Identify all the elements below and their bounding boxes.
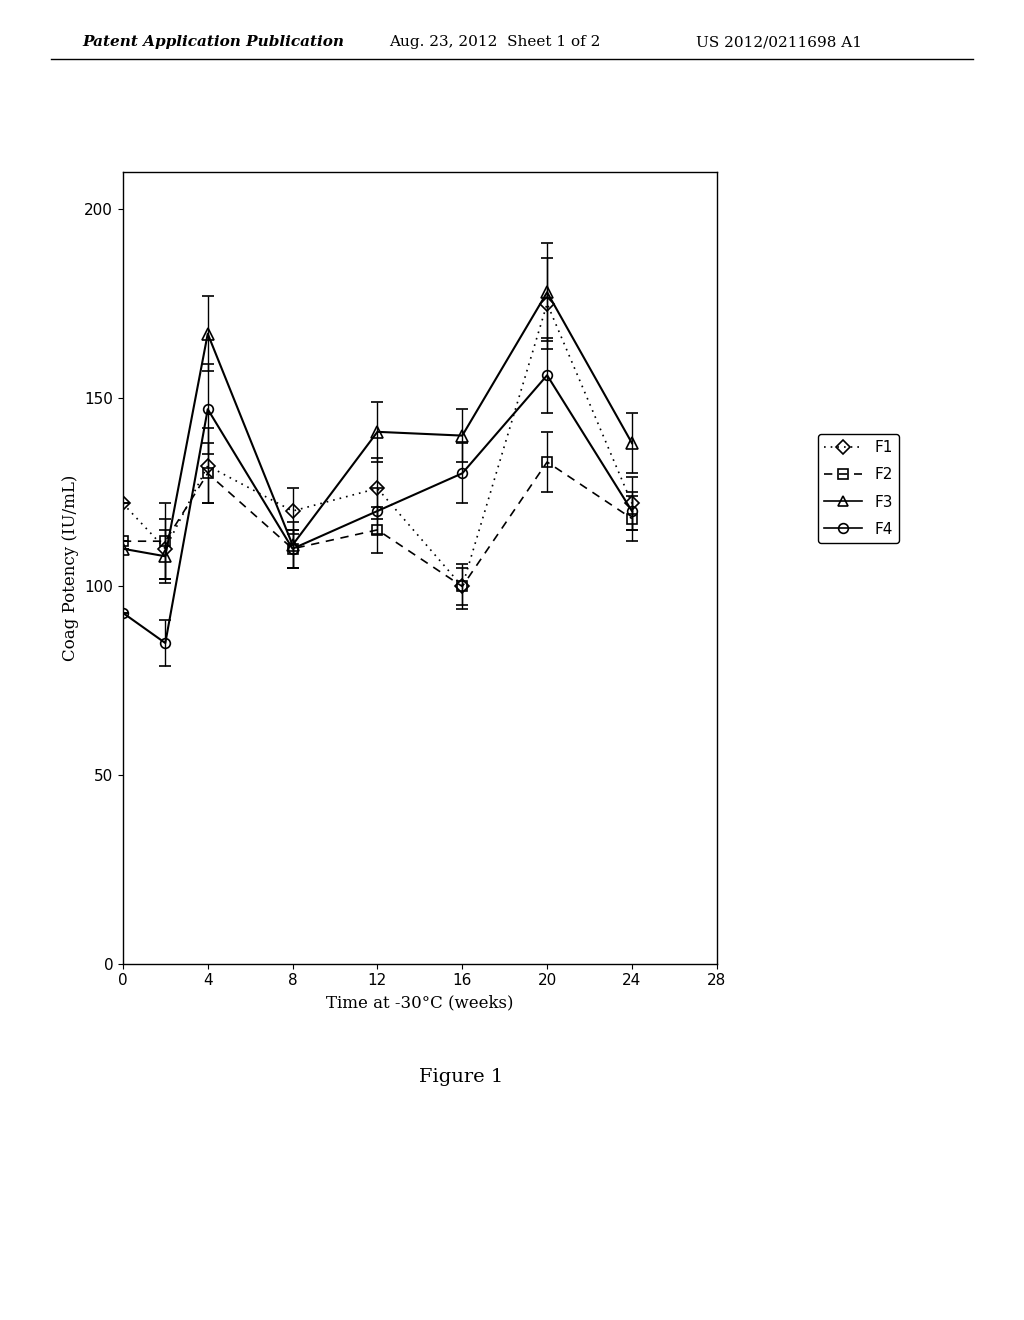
Text: Aug. 23, 2012  Sheet 1 of 2: Aug. 23, 2012 Sheet 1 of 2 (389, 36, 600, 49)
Legend: F1, F2, F3, F4: F1, F2, F3, F4 (818, 434, 899, 543)
X-axis label: Time at -30°C (weeks): Time at -30°C (weeks) (326, 994, 514, 1011)
Text: Patent Application Publication: Patent Application Publication (82, 36, 344, 49)
Y-axis label: Coag Potency (IU/mL): Coag Potency (IU/mL) (61, 474, 79, 661)
Text: US 2012/0211698 A1: US 2012/0211698 A1 (696, 36, 862, 49)
Text: Figure 1: Figure 1 (419, 1068, 503, 1086)
